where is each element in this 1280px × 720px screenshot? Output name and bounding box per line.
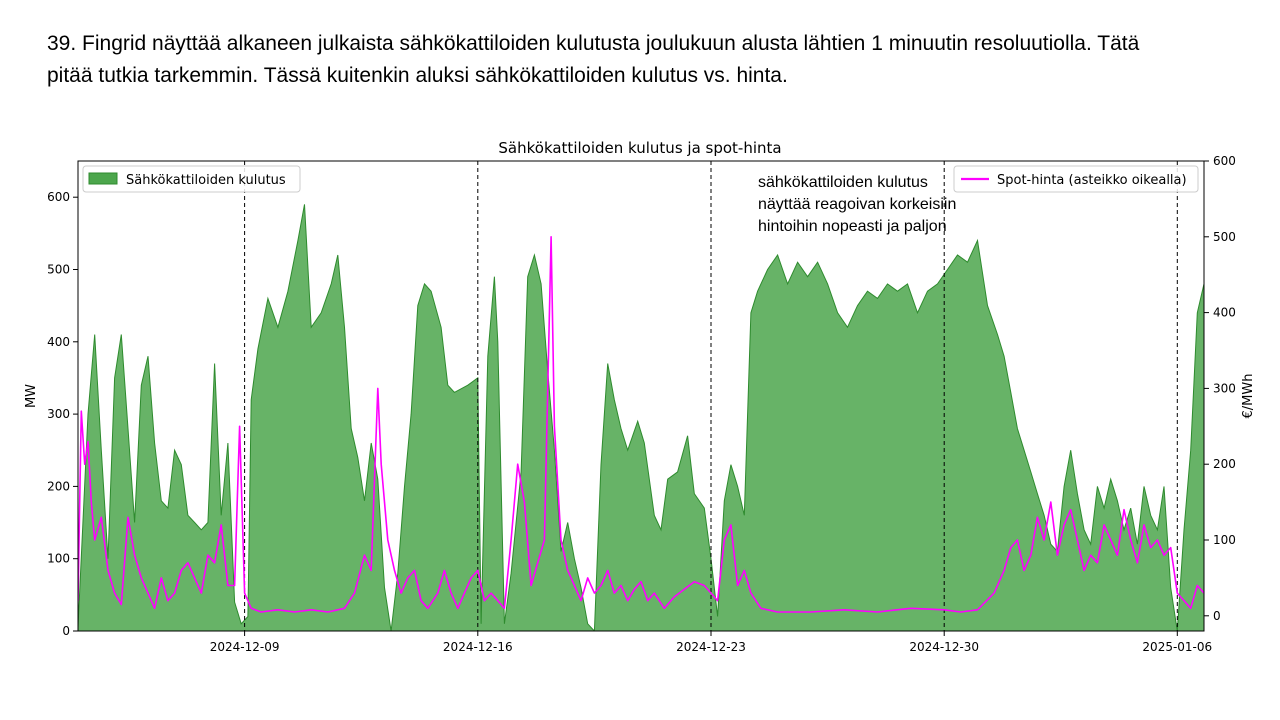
y-tick-label-left: 600 (47, 190, 70, 204)
y-axis-label-left: MW (24, 384, 39, 408)
y-axis-label-right: €/MWh (1241, 374, 1256, 419)
slide-title-line-1: 39. Fingrid näyttää alkaneen julkaista s… (47, 32, 1140, 55)
legend-price-label: Spot-hinta (asteikko oikealla) (997, 173, 1187, 188)
y-tick-label-left: 400 (47, 335, 70, 349)
y-tick-label-left: 500 (47, 263, 70, 277)
consumption-area (78, 204, 1204, 631)
y-tick-label-right: 200 (1213, 457, 1236, 471)
legend-price: Spot-hinta (asteikko oikealla) (953, 165, 1199, 193)
plot-area (77, 160, 1205, 632)
y-axis-left: 0 100 200 300 400 500 600 (47, 190, 78, 638)
slide-title: 39. Fingrid näyttää alkaneen julkaista s… (47, 28, 1247, 92)
annotation-line-3: hintoihin nopeasti ja paljon (758, 218, 947, 235)
y-tick-label-right: 300 (1213, 381, 1236, 395)
y-tick-label-right: 500 (1213, 230, 1236, 244)
y-tick-label-right: 600 (1213, 154, 1236, 168)
x-tick-label: 2024-12-09 (210, 640, 280, 654)
y-tick-label-left: 0 (62, 624, 70, 638)
x-axis: 2024-12-09 2024-12-16 2024-12-23 2024-12-30… (210, 631, 1212, 654)
y-tick-label-left: 300 (47, 407, 70, 421)
y-tick-label-left: 100 (47, 552, 70, 566)
legend-consumption-label: Sähkökattiloiden kulutus (126, 173, 286, 188)
slide-title-line-2: pitää tutkia tarkemmin. Tässä kuitenkin … (47, 64, 788, 87)
y-axis-right: 0 100 200 300 400 500 600 (1204, 154, 1236, 623)
annotation: sähkökattiloiden kulutus näyttää reagoiv… (758, 174, 956, 235)
y-tick-label-right: 400 (1213, 306, 1236, 320)
x-tick-label: 2024-12-30 (909, 640, 979, 654)
legend-price-box (953, 165, 1199, 193)
y-tick-label-right: 0 (1213, 609, 1221, 623)
price-line (78, 236, 1204, 613)
annotation-line-1: sähkökattiloiden kulutus (758, 174, 928, 191)
legend-consumption-swatch (88, 172, 118, 185)
x-tick-label: 2025-01-06 (1142, 640, 1212, 654)
x-tick-label: 2024-12-16 (443, 640, 513, 654)
legend-consumption-box (82, 165, 301, 193)
plot-frame (77, 160, 1205, 632)
y-tick-label-left: 200 (47, 479, 70, 493)
legend-consumption: Sähkökattiloiden kulutus (82, 165, 301, 193)
x-tick-label: 2024-12-23 (676, 640, 746, 654)
annotation-line-2: näyttää reagoivan korkeisiin (758, 196, 956, 213)
chart-title: Sähkökattiloiden kulutus ja spot-hinta (498, 139, 781, 157)
y-tick-label-right: 100 (1213, 533, 1236, 547)
